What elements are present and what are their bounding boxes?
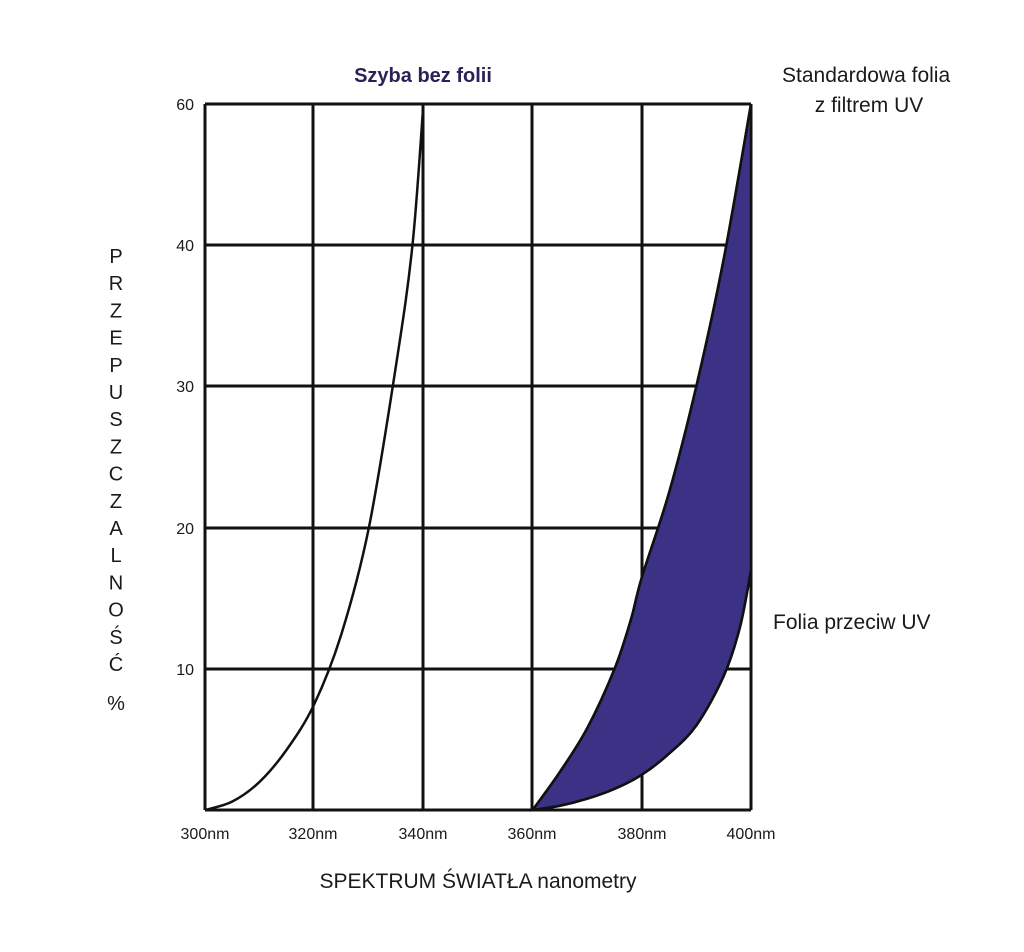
y-axis-label-letter: S [109,409,122,431]
y-tick-label: 60 [176,97,194,114]
y-tick-label: 10 [176,662,194,679]
x-tick-label: 380nm [618,826,667,843]
y-axis-label-letter: O [108,600,124,622]
y-axis-label-letter: E [109,328,122,350]
y-axis-label-letter: P [109,355,122,377]
y-axis-label-letter: L [110,545,121,567]
series-line-glass [204,103,425,812]
y-tick-label: 30 [176,379,194,396]
y-axis-label-letter: Z [110,491,122,513]
series-line-anti-uv-film [532,570,753,812]
x-tick-label: 360nm [508,826,557,843]
y-axis-label-letter: P [109,246,122,268]
x-tick-label: 300nm [181,826,230,843]
y-axis-label-letter: U [109,382,123,404]
y-axis-ticks: 60 40 30 20 10 [176,97,194,679]
y-axis-label-letter: N [109,572,123,594]
y-axis-unit: % [107,693,125,715]
y-axis-label-letter: A [109,518,123,540]
series-line-standard-film [531,103,753,811]
y-axis-label-letter: Z [110,300,122,322]
y-axis-label-letter: Ś [109,625,122,649]
series-label-standard-film: Standardowa folia z filtrem UV [782,64,956,117]
x-tick-label: 400nm [727,826,776,843]
y-axis-label-letter: C [109,464,123,486]
y-axis-label-letter: R [109,273,123,295]
y-axis-label-letter: Ć [109,653,123,676]
x-axis-ticks: 300nm 320nm 340nm 360nm 380nm 400nm [181,826,776,843]
series-label-anti-uv-film: Folia przeciw UV [773,611,931,634]
x-tick-label: 340nm [399,826,448,843]
y-tick-label: 40 [176,238,194,255]
series-lines [204,103,753,812]
series-label-glass: Szyba bez folii [354,65,492,87]
y-axis-label-letter: Z [110,436,122,458]
y-tick-label: 20 [176,521,194,538]
x-axis-label: SPEKTRUM ŚWIATŁA nanometry [319,869,637,893]
x-tick-label: 320nm [289,826,338,843]
